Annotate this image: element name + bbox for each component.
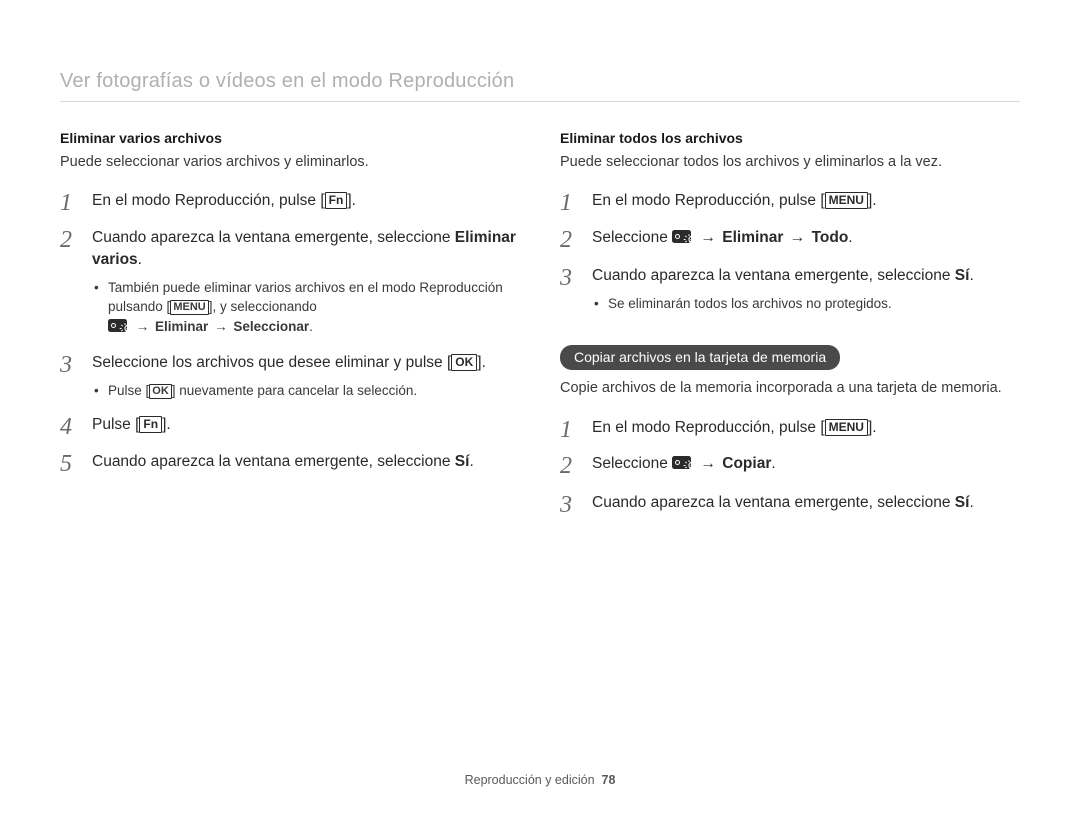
left-step-2-note: También puede eliminar varios archivos e… — [94, 278, 520, 339]
right1-step-2: Seleccione → Eliminar → Todo. — [560, 227, 1020, 251]
menu-button-icon: MENU — [170, 300, 208, 315]
right1-intro: Puede seleccionar todos los archivos y e… — [560, 152, 1020, 172]
right2-step-3: Cuando aparezca la ventana emergente, se… — [560, 492, 1020, 514]
ok-button-icon: OK — [451, 354, 477, 371]
left-column: Eliminar varios archivos Puede seleccion… — [60, 130, 520, 528]
menu-button-icon: MENU — [825, 419, 868, 436]
menu-button-icon: MENU — [825, 192, 868, 209]
content-columns: Eliminar varios archivos Puede seleccion… — [60, 130, 1020, 528]
right2-step-2: Seleccione → Copiar. — [560, 453, 1020, 477]
right2-pill-heading: Copiar archivos en la tarjeta de memoria — [560, 345, 840, 370]
right1-step-3: Cuando aparezca la ventana emergente, se… — [560, 265, 1020, 313]
right1-step-1: En el modo Reproducción, pulse [MENU]. — [560, 190, 1020, 212]
ok-button-icon: OK — [149, 384, 172, 399]
left-heading: Eliminar varios archivos — [60, 130, 520, 146]
right2-step-1: En el modo Reproducción, pulse [MENU]. — [560, 417, 1020, 439]
right2-steps: En el modo Reproducción, pulse [MENU]. S… — [560, 417, 1020, 514]
right1-step-3-note: Se eliminarán todos los archivos no prot… — [594, 294, 1020, 314]
left-step-3-note: Pulse [OK] nuevamente para cancelar la s… — [94, 381, 520, 401]
left-step-2: Cuando aparezca la ventana emergente, se… — [60, 227, 520, 339]
left-step-5: Cuando aparezca la ventana emergente, se… — [60, 451, 520, 473]
left-step-1: En el modo Reproducción, pulse [Fn]. — [60, 190, 520, 212]
settings-icon — [672, 455, 694, 477]
fn-button-icon: Fn — [139, 416, 162, 433]
right2-intro: Copie archivos de la memoria incorporada… — [560, 378, 1020, 398]
footer-section: Reproducción y edición — [465, 773, 595, 787]
fn-button-icon: Fn — [325, 192, 348, 209]
settings-icon — [108, 318, 130, 339]
left-intro: Puede seleccionar varios archivos y elim… — [60, 152, 520, 172]
page-footer: Reproducción y edición 78 — [0, 773, 1080, 787]
page-title: Ver fotografías o vídeos en el modo Repr… — [60, 70, 1020, 93]
settings-icon — [672, 229, 694, 251]
divider — [60, 101, 1020, 102]
left-step-3: Seleccione los archivos que desee elimin… — [60, 352, 520, 400]
left-step-4: Pulse [Fn]. — [60, 414, 520, 436]
right-column: Eliminar todos los archivos Puede selecc… — [560, 130, 1020, 528]
right1-heading: Eliminar todos los archivos — [560, 130, 1020, 146]
right1-steps: En el modo Reproducción, pulse [MENU]. S… — [560, 190, 1020, 313]
left-steps: En el modo Reproducción, pulse [Fn]. Cua… — [60, 190, 520, 473]
footer-page-number: 78 — [602, 773, 616, 787]
